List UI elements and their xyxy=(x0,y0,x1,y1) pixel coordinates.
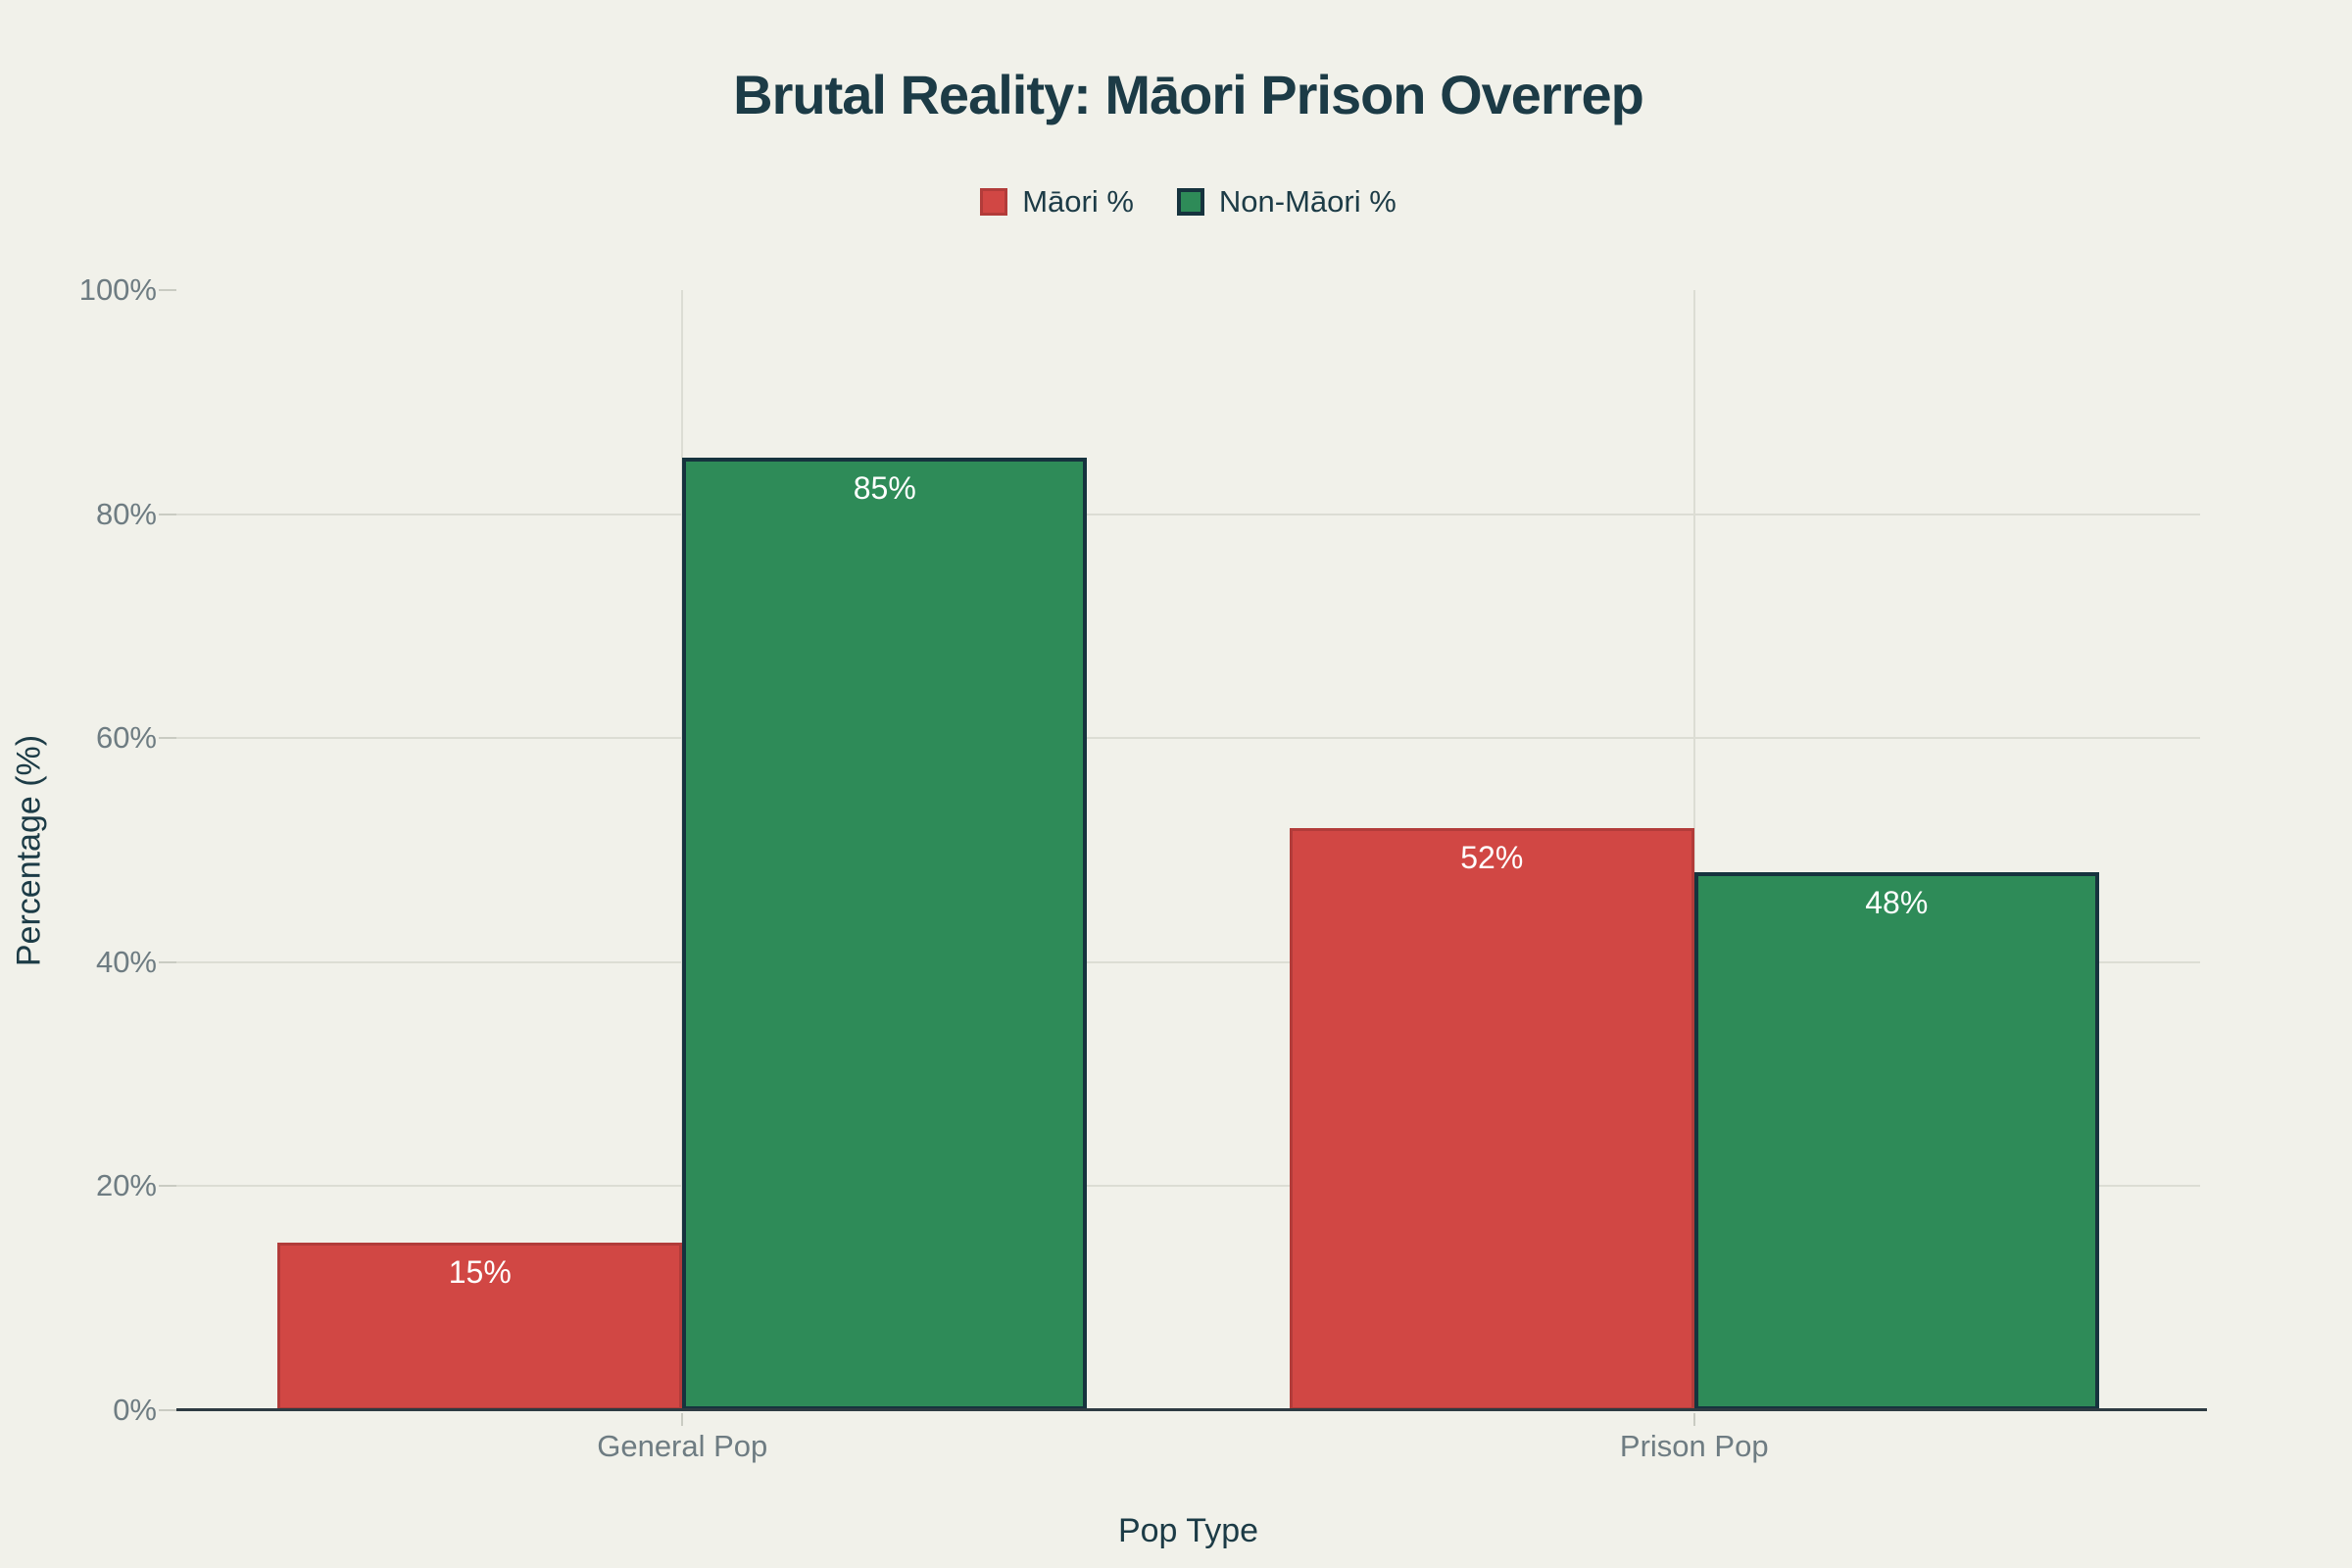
y-tick-label: 80% xyxy=(95,496,157,531)
gridline-horizontal xyxy=(176,1185,2200,1188)
y-tick-label: 40% xyxy=(95,944,157,979)
x-tick-label: Prison Pop xyxy=(1619,1429,1769,1463)
gridline-vertical xyxy=(1692,290,1695,1410)
legend-item-label: Non-Māori % xyxy=(1218,184,1396,219)
y-tick-label: 20% xyxy=(95,1168,157,1203)
y-tick-label: 100% xyxy=(78,272,157,307)
chart-title: Brutal Reality: Māori Prison Overrep xyxy=(733,64,1644,125)
y-tick-mark xyxy=(159,289,176,291)
legend-item-label: Māori % xyxy=(1022,184,1134,219)
y-axis-title: Percentage (%) xyxy=(10,734,48,967)
gridline-horizontal xyxy=(176,513,2200,515)
legend-item-m-ori[interactable]: Māori % xyxy=(980,184,1134,220)
bar-value-label: 85% xyxy=(853,470,916,507)
y-tick-mark xyxy=(159,1185,176,1188)
bar-general-pop-non-m-ori[interactable]: 85% xyxy=(682,458,1088,1410)
legend: Māori % Non-Māori % xyxy=(176,182,2200,221)
x-tick-mark xyxy=(681,1413,684,1426)
y-tick-mark xyxy=(159,960,176,963)
y-tick-mark xyxy=(159,737,176,740)
bar-prison-pop-non-m-ori[interactable]: 48% xyxy=(1693,872,2099,1410)
x-axis-line xyxy=(176,1408,2207,1411)
y-tick-mark xyxy=(159,513,176,515)
x-axis-title: Pop Type xyxy=(1117,1512,1259,1549)
bar-value-label: 52% xyxy=(1460,839,1524,875)
y-tick-label: 0% xyxy=(113,1393,157,1427)
plot-area: 15% 85% 52% 48% xyxy=(176,290,2200,1410)
gridline-horizontal xyxy=(176,737,2200,740)
legend-item-non-m-ori[interactable]: Non-Māori % xyxy=(1176,184,1396,220)
y-tick-label: 60% xyxy=(95,720,157,756)
bar-general-pop-m-ori[interactable]: 15% xyxy=(277,1242,683,1410)
x-tick-mark xyxy=(1692,1413,1695,1426)
bar-prison-pop-m-ori[interactable]: 52% xyxy=(1289,827,1694,1410)
legend-swatch xyxy=(1176,188,1204,216)
bar-value-label: 48% xyxy=(1865,885,1929,921)
x-tick-label: General Pop xyxy=(597,1429,768,1463)
legend-swatch xyxy=(980,188,1008,216)
y-tick-mark xyxy=(159,1409,176,1411)
gridline-horizontal xyxy=(176,960,2200,963)
bar-value-label: 15% xyxy=(448,1253,512,1290)
